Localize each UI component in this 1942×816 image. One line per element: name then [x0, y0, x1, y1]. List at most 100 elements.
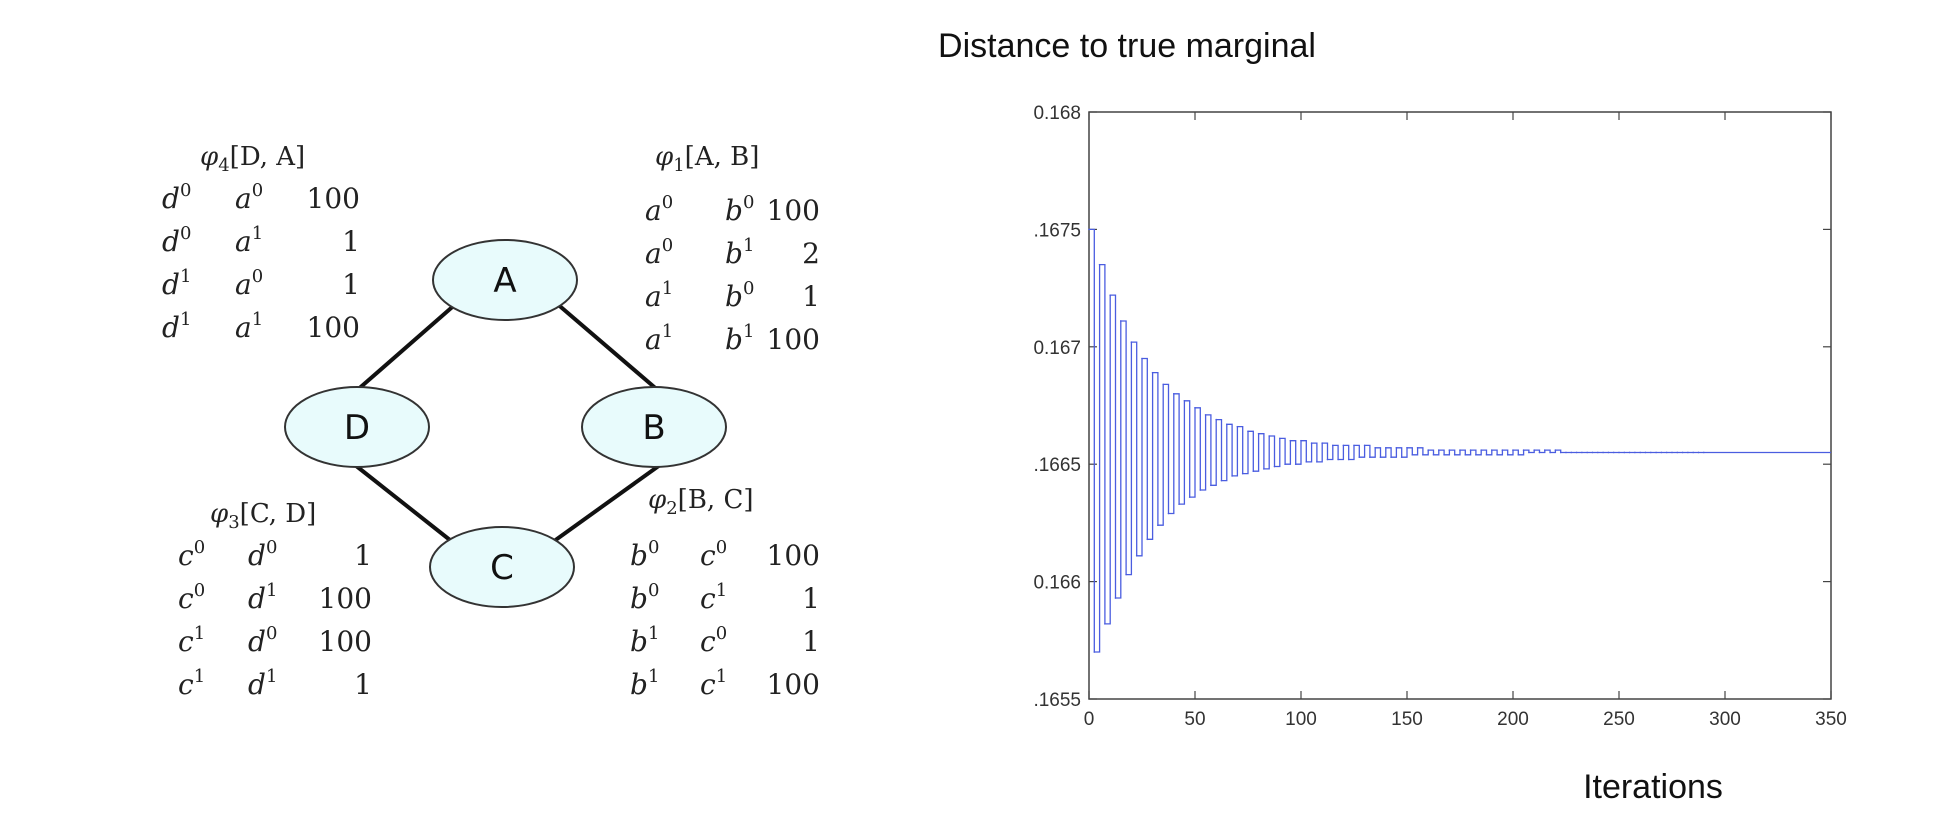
data-point: [1231, 475, 1233, 477]
y-tick-label: 0.167: [1033, 338, 1081, 359]
data-point: [1241, 472, 1244, 475]
svg-text:d0: d0: [162, 223, 191, 258]
svg-text:1: 1: [802, 280, 820, 313]
factor-title-phi2: φ2[B, C]: [648, 485, 754, 519]
data-point: [1120, 320, 1122, 322]
svg-text:d0: d0: [248, 537, 277, 572]
svg-text:a0: a0: [235, 266, 263, 301]
svg-text:100: 100: [767, 194, 820, 227]
edge-b-c: [548, 463, 662, 546]
data-point: [1151, 371, 1154, 374]
svg-text:a0: a0: [645, 192, 673, 227]
y-tick-label: 0.168: [1033, 103, 1081, 124]
svg-text:c1: c1: [700, 666, 727, 701]
data-point: [1178, 503, 1180, 505]
svg-text:1: 1: [342, 225, 360, 258]
y-tick-label: .1655: [1033, 690, 1081, 711]
factor-row: b0 c1 1: [630, 580, 820, 615]
data-point: [1506, 454, 1509, 456]
svg-text:d0: d0: [248, 623, 277, 658]
node-c-label: C: [490, 548, 514, 588]
data-point: [1400, 456, 1403, 458]
data-point: [1289, 439, 1292, 442]
data-point: [1385, 446, 1387, 449]
svg-text:a0: a0: [235, 180, 263, 215]
factor-row: a1 b0 1: [645, 278, 820, 313]
svg-text:d1: d1: [162, 309, 191, 344]
factor-row: d1 a1 100: [162, 309, 360, 344]
data-point: [1332, 444, 1334, 447]
data-point: [1109, 294, 1111, 296]
data-point: [1443, 454, 1445, 456]
data-point: [1252, 470, 1255, 473]
data-point: [1157, 524, 1159, 527]
data-point: [1369, 456, 1371, 458]
data-point: [1353, 444, 1355, 447]
factor-row: c1 d0 100: [178, 623, 372, 658]
data-point: [1342, 444, 1345, 447]
data-point: [1316, 461, 1318, 463]
data-point: [1173, 392, 1175, 395]
data-point: [1183, 400, 1186, 402]
data-point: [1544, 449, 1546, 451]
factor-title-phi1: φ1[A, B]: [655, 142, 759, 176]
data-point: [1247, 430, 1249, 433]
svg-text:b1: b1: [725, 235, 754, 270]
data-point: [1612, 451, 1615, 454]
data-point: [1687, 451, 1689, 454]
data-point: [1453, 454, 1456, 456]
data-point: [1671, 451, 1673, 454]
data-point: [1554, 449, 1557, 451]
data-point: [1279, 437, 1281, 440]
data-point: [1141, 357, 1143, 360]
svg-text:1: 1: [354, 668, 372, 701]
data-point: [1284, 463, 1286, 466]
svg-text:b0: b0: [630, 537, 659, 572]
svg-text:a1: a1: [235, 309, 263, 344]
data-point: [1337, 458, 1339, 461]
data-point: [1363, 444, 1366, 447]
factor-title-phi4: φ4[D, A]: [200, 142, 305, 176]
svg-text:100: 100: [307, 182, 360, 215]
data-point: [1438, 449, 1440, 451]
node-d: D: [284, 386, 430, 468]
factor-row: a0 b0 100: [645, 192, 820, 227]
data-point: [1634, 451, 1636, 454]
data-point: [1114, 597, 1117, 599]
data-point: [1432, 454, 1435, 456]
svg-text:b0: b0: [725, 192, 754, 227]
svg-text:c0: c0: [700, 623, 727, 658]
data-point: [1263, 468, 1265, 470]
x-tick-label: 350: [1815, 709, 1847, 730]
x-tick-label: 150: [1391, 709, 1423, 730]
data-point: [1665, 451, 1668, 454]
x-axis-label: Iterations: [1583, 768, 1723, 806]
data-point: [1167, 512, 1170, 515]
edge-d-a: [353, 300, 460, 394]
data-point: [1559, 451, 1562, 454]
factor-row: b1 c1 100: [630, 666, 820, 701]
data-point: [1597, 451, 1599, 454]
svg-text:b1: b1: [725, 321, 754, 356]
svg-text:1: 1: [802, 582, 820, 615]
data-point: [1294, 463, 1297, 466]
data-point: [1644, 451, 1647, 454]
node-b: B: [581, 386, 727, 468]
data-point: [1485, 454, 1488, 456]
data-point: [1480, 449, 1482, 451]
data-point: [1125, 573, 1127, 576]
data-point: [1104, 623, 1106, 625]
data-point: [1321, 442, 1323, 444]
data-point: [1416, 446, 1419, 449]
svg-text:d1: d1: [248, 666, 277, 701]
data-point: [1681, 451, 1684, 454]
data-point: [1533, 449, 1535, 451]
data-point: [1088, 228, 1090, 231]
data-point: [1358, 456, 1361, 458]
data-point: [1422, 454, 1424, 456]
data-point: [1226, 423, 1228, 426]
data-point: [1522, 449, 1525, 451]
data-point: [1650, 451, 1652, 454]
data-point: [1390, 456, 1392, 458]
